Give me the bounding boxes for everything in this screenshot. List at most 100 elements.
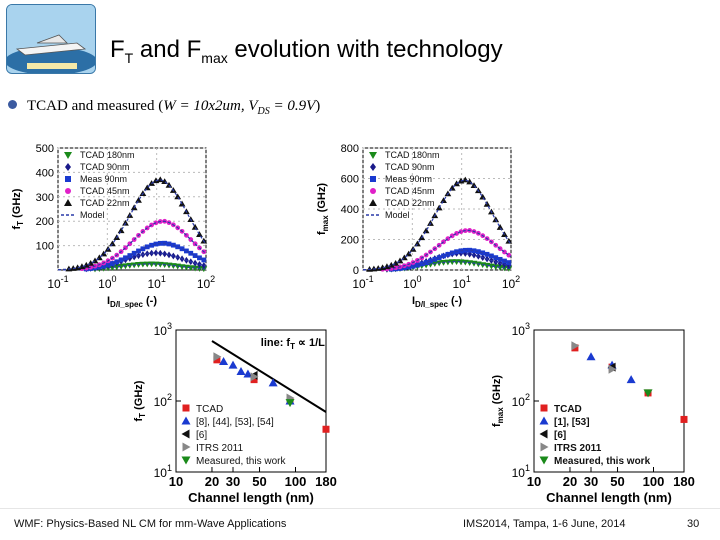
data-point xyxy=(322,425,330,433)
data-point xyxy=(250,376,258,384)
legend-label: TCAD xyxy=(554,404,582,415)
data-point xyxy=(192,253,198,258)
data-point xyxy=(179,246,185,252)
data-point xyxy=(440,197,447,204)
conference-logo xyxy=(6,4,96,74)
data-point xyxy=(471,248,477,254)
model-curve xyxy=(362,179,512,271)
bullet-close: ) xyxy=(315,98,321,114)
y-axis-label: fT (GHz) xyxy=(11,188,25,229)
data-point xyxy=(586,352,596,361)
data-point xyxy=(162,250,168,258)
data-point xyxy=(470,182,478,188)
y-tick-label: 800 xyxy=(341,143,359,155)
data-point xyxy=(608,364,617,374)
legend-label: TCAD 45nm xyxy=(80,186,130,196)
legend-label: [8], [44], [53], [54] xyxy=(196,417,274,428)
trend-line xyxy=(211,340,327,413)
y-tick-label: 600 xyxy=(341,174,359,186)
model-curve xyxy=(57,179,207,271)
legend-marker xyxy=(65,163,71,171)
data-point xyxy=(453,259,460,266)
legend-marker xyxy=(65,188,71,194)
legend-label: ITRS 2011 xyxy=(196,443,243,454)
legend-label: TCAD 180nm xyxy=(385,150,440,160)
data-point xyxy=(419,261,425,267)
x-tick-label: 10-1 xyxy=(47,274,68,291)
data-point xyxy=(458,229,464,235)
data-point xyxy=(184,248,189,254)
data-point xyxy=(197,255,202,261)
data-point xyxy=(144,244,150,250)
x-tick-label: 30 xyxy=(226,474,240,489)
legend-marker xyxy=(369,199,377,206)
trend-annotation: line: fT ∝ 1/L xyxy=(261,337,325,351)
y-tick-label: 103 xyxy=(512,321,530,338)
data-point xyxy=(140,246,146,252)
legend-marker xyxy=(370,163,376,171)
legend-marker xyxy=(182,404,190,412)
title-part: F xyxy=(110,36,125,63)
footer-center: IMS2014, Tampa, 1-6 June, 2014 xyxy=(463,518,626,530)
data-point xyxy=(123,255,128,261)
x-axis-label: ID/I_spec (-) xyxy=(412,295,462,309)
y-axis-label: fmax (GHz) xyxy=(316,183,330,235)
legend-label: [6] xyxy=(196,430,207,441)
data-point xyxy=(626,375,636,384)
data-point xyxy=(414,240,421,247)
y-tick-label: 200 xyxy=(36,216,54,228)
data-point xyxy=(467,247,473,253)
legend-label: Meas 90nm xyxy=(385,174,432,184)
legend-label: TCAD 90nm xyxy=(385,162,435,172)
title-part: evolution with technology xyxy=(227,36,503,63)
legend-marker xyxy=(540,404,548,412)
x-axis-label: Channel length (nm) xyxy=(188,490,314,505)
legend-marker xyxy=(64,199,72,206)
x-axis-label: Channel length (nm) xyxy=(546,490,672,505)
ft-vs-current-chart: 10-1 100 101 102 100 200 300 400 500 TCAD 180nm TC… xyxy=(11,143,215,309)
data-point xyxy=(228,360,238,369)
data-point xyxy=(143,261,151,268)
y-axis-label: fmax (GHz) xyxy=(491,375,505,427)
legend-marker xyxy=(539,416,549,425)
data-point xyxy=(135,196,142,203)
data-point xyxy=(127,253,133,258)
data-point xyxy=(201,262,207,269)
y-tick-label: 102 xyxy=(154,392,172,409)
y-tick-label: 102 xyxy=(512,392,530,409)
y-tick-label: 100 xyxy=(36,241,54,253)
data-point xyxy=(213,352,222,362)
legend-marker xyxy=(539,429,548,439)
data-point xyxy=(423,260,429,265)
bullet-text: TCAD and measured ( xyxy=(27,98,164,114)
data-point xyxy=(236,367,246,376)
legend-marker xyxy=(369,152,377,159)
x-tick-label: 100 xyxy=(403,274,421,291)
legend-label: TCAD 180nm xyxy=(80,150,135,160)
y-axis-label: fT (GHz) xyxy=(133,380,147,421)
data-point xyxy=(213,356,221,364)
model-curve xyxy=(58,242,207,271)
data-point xyxy=(174,193,182,200)
x-tick-label: 30 xyxy=(584,474,598,489)
x-tick-label: 20 xyxy=(563,474,577,489)
legend-marker xyxy=(181,456,191,465)
data-point xyxy=(114,259,120,265)
legend-marker xyxy=(181,429,190,439)
model-curve xyxy=(57,220,207,271)
x-tick-label: 102 xyxy=(197,274,215,291)
x-tick-label: 20 xyxy=(205,474,219,489)
data-point xyxy=(496,224,504,230)
data-point xyxy=(250,372,259,382)
legend-label: Measured, this work xyxy=(196,456,286,467)
x-tick-label: 100 xyxy=(98,274,116,291)
bullet-eq-sub: DS xyxy=(257,106,270,117)
data-point xyxy=(165,181,173,188)
y-tick-label: 101 xyxy=(154,463,172,480)
y-tick-label: 101 xyxy=(512,463,530,480)
x-tick-label: 10 xyxy=(169,474,183,489)
data-point xyxy=(475,249,481,255)
data-point xyxy=(157,249,163,257)
title-part: and F xyxy=(133,36,202,63)
data-point xyxy=(219,357,229,366)
